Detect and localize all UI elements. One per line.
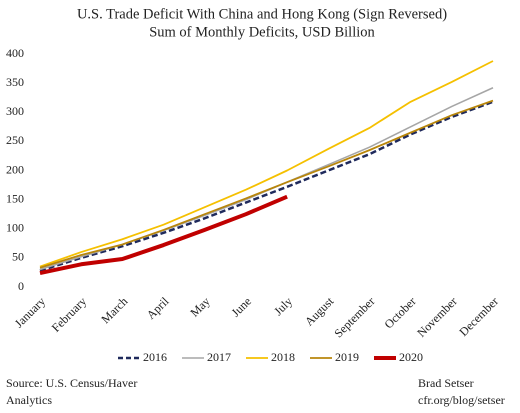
y-tick-label: 0 bbox=[18, 279, 24, 293]
y-tick-label: 300 bbox=[6, 104, 24, 118]
x-tick-label: October bbox=[381, 294, 418, 331]
series-line bbox=[39, 100, 494, 272]
legend-label: 2018 bbox=[271, 350, 295, 364]
source: Source: U.S. Census/Haver bbox=[6, 376, 137, 390]
x-tick-label: August bbox=[302, 294, 337, 329]
x-tick-label: June bbox=[229, 294, 254, 319]
series-line bbox=[39, 99, 494, 269]
x-tick-label: February bbox=[49, 294, 90, 335]
x-tick-label: July bbox=[271, 294, 295, 318]
x-tick-label: December bbox=[456, 294, 501, 339]
x-tick-label: September bbox=[331, 294, 377, 340]
x-tick-label: January bbox=[12, 294, 48, 330]
legend-label: 2020 bbox=[399, 350, 423, 364]
y-tick-label: 50 bbox=[12, 250, 24, 264]
series-line bbox=[39, 194, 288, 275]
source: Analytics bbox=[6, 393, 52, 407]
chart-subtitle: Sum of Monthly Deficits, USD Billion bbox=[149, 24, 375, 40]
x-tick-label: April bbox=[144, 294, 172, 322]
y-tick-label: 200 bbox=[6, 162, 24, 176]
x-tick-label: March bbox=[98, 294, 130, 326]
y-tick-label: 250 bbox=[6, 133, 24, 147]
x-tick-label: November bbox=[414, 294, 460, 340]
legend-label: 2019 bbox=[335, 350, 359, 364]
y-tick-label: 150 bbox=[6, 191, 24, 205]
legend-label: 2017 bbox=[207, 350, 231, 364]
credit: cfr.org/blog/setser bbox=[418, 393, 505, 407]
series-line bbox=[39, 87, 494, 271]
legend-label: 2016 bbox=[143, 350, 167, 364]
credit: Brad Setser bbox=[418, 376, 474, 390]
chart-title: U.S. Trade Deficit With China and Hong K… bbox=[77, 6, 447, 22]
series-line bbox=[39, 60, 494, 268]
y-tick-label: 400 bbox=[6, 46, 24, 60]
x-tick-label: May bbox=[187, 294, 212, 319]
y-tick-label: 350 bbox=[6, 75, 24, 89]
y-tick-label: 100 bbox=[6, 221, 24, 235]
